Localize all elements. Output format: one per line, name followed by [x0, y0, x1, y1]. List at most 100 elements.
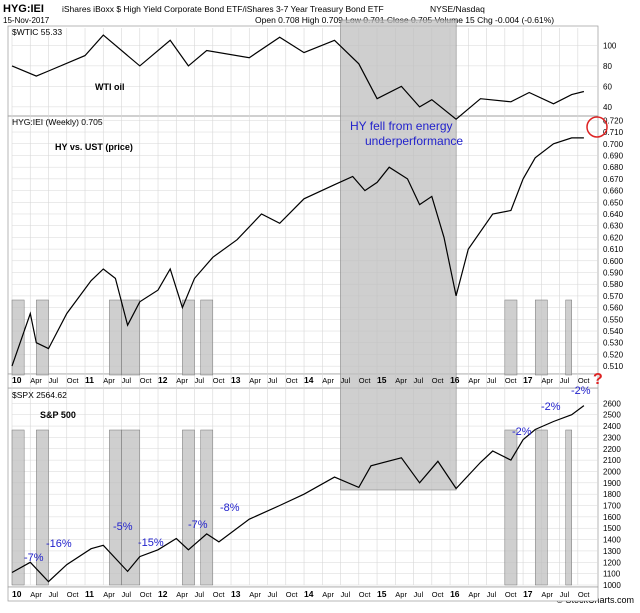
y-tick-label: 0.680: [603, 163, 624, 172]
x-tick-label: Oct: [578, 590, 591, 599]
chart-date: 15-Nov-2017: [3, 16, 50, 25]
x-tick-label: Apr: [249, 590, 261, 599]
x-tick-label: Jul: [49, 376, 59, 385]
shaded-period-spx: [36, 429, 49, 586]
y-tick-label: 0.690: [603, 151, 624, 160]
x-tick-label: Apr: [322, 590, 334, 599]
x-tick-label: Apr: [176, 590, 188, 599]
x-tick-label: Apr: [395, 590, 407, 599]
x-tick-label: Oct: [432, 590, 445, 599]
y-tick-label: 0.620: [603, 233, 624, 242]
y-tick-label: 0.720: [603, 116, 624, 125]
x-tick-label: Oct: [359, 376, 372, 385]
x-tick-label: Jul: [268, 590, 278, 599]
x-tick-label: Apr: [468, 376, 480, 385]
shaded-period-spx: [109, 429, 122, 586]
x-tick-label: Jul: [122, 376, 132, 385]
drawdown-label: -7%: [188, 519, 208, 531]
chart-symbol: HYG:IEI: [3, 3, 44, 15]
y-tick-label: 0.560: [603, 304, 624, 313]
energy-annotation-line1: HY fell from energy: [350, 119, 453, 133]
y-tick-label: 0.600: [603, 257, 624, 266]
y-tick-label: 1400: [603, 536, 621, 545]
x-tick-label: Oct: [505, 590, 518, 599]
y-tick-label: 0.570: [603, 292, 624, 301]
shaded-period-spx: [200, 429, 214, 586]
y-tick-label: 0.630: [603, 222, 624, 231]
x-tick-label: Jul: [487, 376, 497, 385]
x-tick-label: 14: [304, 589, 314, 599]
price-lines: [11, 34, 585, 583]
x-tick-label: Apr: [541, 590, 553, 599]
y-tick-label: 0.590: [603, 269, 624, 278]
x-tick-label: Oct: [67, 590, 80, 599]
x-tick-label: Oct: [213, 376, 226, 385]
shaded-period-ratio: [182, 299, 195, 376]
x-tick-label: Jul: [560, 590, 570, 599]
x-tick-label: Oct: [505, 376, 518, 385]
shaded-period-spx: [121, 429, 141, 586]
y-tick-label: 0.710: [603, 128, 624, 137]
recent-ratio-callout-circle: [586, 116, 608, 138]
x-tick-label: 14: [304, 375, 314, 385]
shaded-period-spx: [534, 429, 548, 586]
x-tick-label: 17: [523, 375, 533, 385]
x-tick-label: Apr: [395, 376, 407, 385]
x-tick-label: Apr: [249, 376, 261, 385]
x-tick-label: Apr: [30, 590, 42, 599]
x-tick-label: 12: [158, 589, 168, 599]
y-tick-label: 2300: [603, 433, 621, 442]
spx-panel-title: $SPX 2564.62: [12, 390, 67, 400]
oil-panel-title: $WTIC 55.33: [12, 27, 62, 37]
x-tick-label: Jul: [414, 590, 424, 599]
y-tick-label: 60: [603, 82, 612, 91]
shaded-period-ratio: [504, 299, 518, 376]
x-tick-label: Oct: [286, 376, 299, 385]
x-tick-label: Oct: [213, 590, 226, 599]
y-tick-label: 2200: [603, 445, 621, 454]
y-tick-label: 0.650: [603, 198, 624, 207]
shaded-period-spx: [504, 429, 518, 586]
x-tick-label: Jul: [49, 590, 59, 599]
x-tick-label: 13: [231, 589, 241, 599]
y-tick-label: 1500: [603, 524, 621, 533]
x-tick-label: Apr: [541, 376, 553, 385]
x-tick-label: Jul: [268, 376, 278, 385]
y-tick-label: 2600: [603, 399, 621, 408]
spx-question-callout: ?: [593, 371, 603, 388]
x-tick-label: 16: [450, 375, 460, 385]
ratio-label: HY vs. UST (price): [55, 142, 133, 152]
x-tick-label: Jul: [341, 376, 351, 385]
x-tick-label: 12: [158, 375, 168, 385]
x-tick-label: 16: [450, 589, 460, 599]
drawdown-label: -8%: [220, 502, 240, 514]
x-tick-label: Oct: [578, 376, 591, 385]
x-tick-label: 10: [12, 375, 22, 385]
x-tick-label: Apr: [176, 376, 188, 385]
x-tick-label: Apr: [103, 376, 115, 385]
x-tick-label: 13: [231, 375, 241, 385]
y-tick-label: 1900: [603, 479, 621, 488]
x-tick-label: Oct: [67, 376, 80, 385]
shaded-period-spx: [11, 429, 25, 586]
drawdown-label: -5%: [113, 521, 133, 533]
y-tick-label: 0.510: [603, 362, 624, 371]
x-tick-label: Oct: [140, 590, 153, 599]
y-tick-label: 1600: [603, 513, 621, 522]
y-tick-label: 100: [603, 41, 617, 50]
y-tick-label: 0.700: [603, 140, 624, 149]
x-tick-label: Jul: [122, 590, 132, 599]
oil-panel-frame: [7, 25, 599, 117]
x-tick-label: Apr: [103, 590, 115, 599]
y-tick-label: 1100: [603, 570, 621, 579]
ratio-panel-title: HYG:IEI (Weekly) 0.705: [12, 117, 103, 127]
x-tick-label: 11: [85, 375, 94, 385]
series-line-wtic: [11, 34, 585, 120]
drawdown-label: -7%: [24, 552, 44, 564]
drawdown-label: -2%: [571, 385, 591, 397]
y-tick-label: 0.520: [603, 350, 624, 359]
y-tick-label: 2500: [603, 411, 621, 420]
y-tick-label: 0.610: [603, 245, 624, 254]
